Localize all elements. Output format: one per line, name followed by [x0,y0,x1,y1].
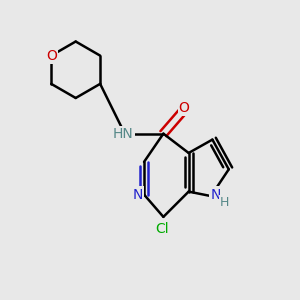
Text: O: O [46,49,57,63]
Text: H: H [220,196,229,209]
Text: N: N [132,188,143,202]
Text: N: N [210,188,220,202]
Text: HN: HN [113,127,134,141]
Text: O: O [179,101,190,115]
Text: Cl: Cl [155,222,169,236]
